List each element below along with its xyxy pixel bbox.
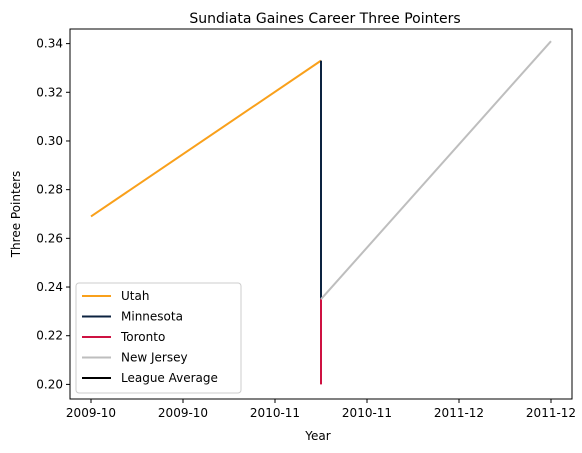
plot-frame [69,28,573,400]
y-tick-label: 0.34 [36,37,63,51]
y-tick-label: 0.28 [36,183,63,197]
x-axis-label: Year [304,429,330,443]
x-tick-label: 2009-10 [66,406,116,420]
x-tick-label: 2010-11 [342,406,392,420]
x-tick-label: 2011-12 [526,406,576,420]
legend: Utah Minnesota Toronto New Jersey League Ave… [75,282,242,394]
x-axis: 2009-10 2009-10 2010-11 2010-11 2011-12 2011-… [66,399,576,420]
x-tick-label: 2010-11 [250,406,300,420]
x-tick-label: 2009-10 [158,406,208,420]
legend-label: League Average [121,371,218,385]
plot-lines [90,40,552,385]
chart-title: Sundiata Gaines Career Three Pointers [189,11,460,27]
legend-label: Toronto [120,330,165,344]
y-tick-label: 0.30 [36,134,63,148]
y-axis-label: Three Pointers [9,171,23,259]
y-tick-label: 0.24 [36,280,63,294]
y-tick-label: 0.20 [36,377,63,391]
legend-label: New Jersey [121,351,188,365]
series-line-utah [90,59,322,218]
legend-label: Utah [121,289,149,303]
y-tick-label: 0.26 [36,231,63,245]
y-tick-label: 0.32 [36,85,63,99]
y-tick-label: 0.22 [36,329,63,343]
y-axis: 0.20 0.22 0.24 0.26 0.28 0.30 0.32 0.34 [36,37,70,391]
x-tick-label: 2011-12 [434,406,484,420]
series-line-new-jersey [320,40,552,300]
legend-label: Minnesota [121,310,183,324]
legend-box [75,282,242,394]
